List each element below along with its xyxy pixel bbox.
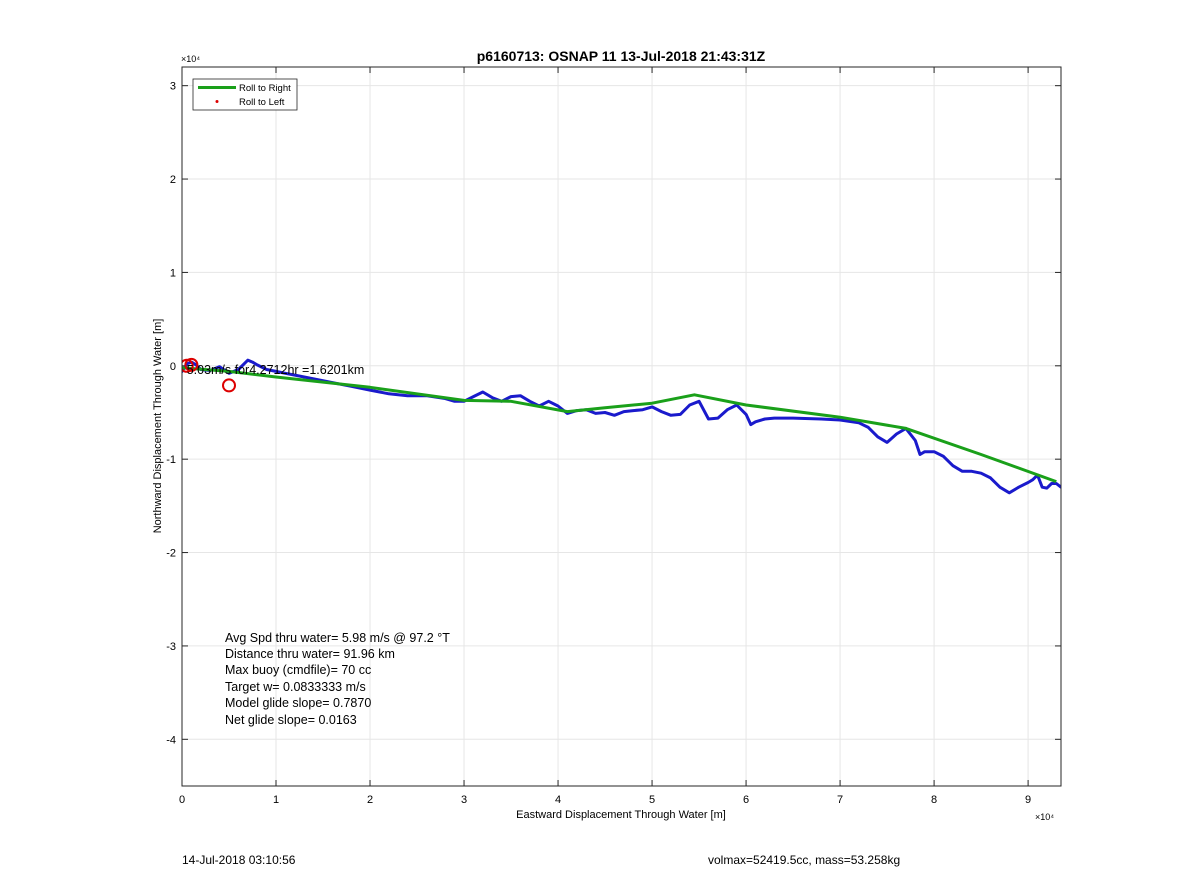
x-tick-label: 0 <box>179 794 185 806</box>
roll-left-marker <box>222 378 237 393</box>
footer-date: 14-Jul-2018 03:10:56 <box>182 853 296 867</box>
stat-distance: Distance thru water= 91.96 km <box>225 647 395 661</box>
x-tick-label: 7 <box>837 794 843 806</box>
series-roll-right-line <box>182 366 1057 484</box>
legend-swatch-roll-left <box>215 100 219 103</box>
y-tick-label: -4 <box>166 734 176 746</box>
stat-net-glide: Net glide slope= 0.0163 <box>225 713 357 727</box>
stat-model-glide: Model glide slope= 0.7870 <box>225 696 371 710</box>
legend: Roll to Right Roll to Left <box>192 78 298 111</box>
y-exponent: ×10⁴ <box>181 54 200 64</box>
legend-label-roll-left: Roll to Left <box>239 97 285 108</box>
x-tick-label: 1 <box>273 794 279 806</box>
y-tick-label: -1 <box>166 454 176 466</box>
ticks: 0 1 2 3 4 5 6 7 8 9 -4 -3 -2 -1 0 1 2 3 <box>166 67 1061 806</box>
legend-label-roll-right: Roll to Right <box>239 83 291 94</box>
series-layer: 5.03m/s for4.2712hr =1.6201km <box>182 357 1061 495</box>
series-track-line <box>182 358 1061 495</box>
x-tick-label: 6 <box>743 794 749 806</box>
overlay-annotation: 5.03m/s for4.2712hr =1.6201km <box>187 363 365 377</box>
y-tick-label: -2 <box>166 548 176 560</box>
stat-avg-speed: Avg Spd thru water= 5.98 m/s @ 97.2 °T <box>225 631 450 645</box>
y-tick-label: -3 <box>166 641 176 653</box>
x-tick-label: 5 <box>649 794 655 806</box>
legend-box <box>192 78 298 111</box>
x-tick-label: 2 <box>367 794 373 806</box>
y-axis-label: Northward Displacement Through Water [m] <box>152 319 164 534</box>
footer-mass-info: volmax=52419.5cc, mass=53.258kg <box>708 853 901 867</box>
x-tick-label: 8 <box>931 794 937 806</box>
y-tick-label: 2 <box>170 174 176 186</box>
y-tick-label: 0 <box>170 361 176 373</box>
x-axis-label: Eastward Displacement Through Water [m] <box>516 809 726 821</box>
y-tick-label: 1 <box>170 267 176 279</box>
stats-block: Avg Spd thru water= 5.98 m/s @ 97.2 °T D… <box>225 631 450 727</box>
x-tick-label: 4 <box>555 794 561 806</box>
roll-left-marker <box>184 357 199 372</box>
y-tick-label: 3 <box>170 81 176 93</box>
plot-area <box>182 67 1061 786</box>
x-tick-label: 3 <box>461 794 467 806</box>
plot-frame <box>181 66 1062 787</box>
grid <box>181 67 1061 786</box>
x-exponent: ×10⁴ <box>1035 812 1054 822</box>
chart-title: p6160713: OSNAP 11 13-Jul-2018 21:43:31Z <box>477 48 766 64</box>
stat-max-buoy: Max buoy (cmdfile)= 70 cc <box>225 663 371 677</box>
stat-target-w: Target w= 0.0833333 m/s <box>225 680 366 694</box>
x-tick-label: 9 <box>1025 794 1031 806</box>
